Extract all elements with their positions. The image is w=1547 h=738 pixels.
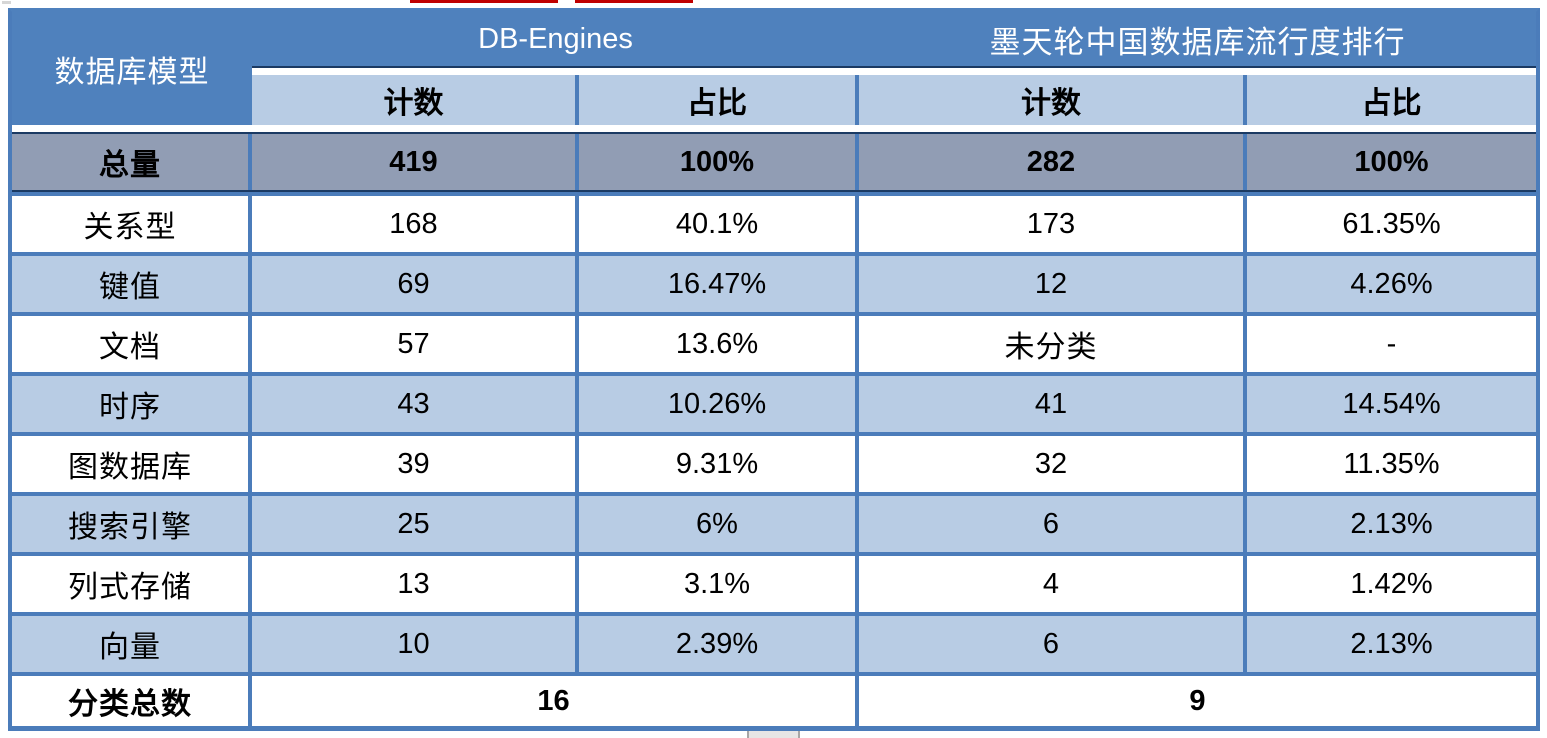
dbengines-category-total: 16 (252, 676, 859, 726)
table-row: 关系型 168 40.1% 173 61.35% (12, 192, 1536, 252)
cell-value: 14.54% (1342, 387, 1441, 420)
row-label: 关系型 (12, 196, 252, 252)
total-row: 总量 419 100% 282 100% (12, 132, 1536, 192)
header-share-dbengines: 占比 (579, 75, 859, 125)
cell-value: 43 (252, 376, 579, 432)
row-label: 分类总数 (12, 676, 252, 726)
cell-value: 2.13% (1350, 507, 1433, 540)
cell-value: 32 (859, 436, 1247, 492)
category-total-row: 分类总数 16 9 (12, 672, 1536, 726)
table-row: 文档 57 13.6% 未分类 - (12, 312, 1536, 372)
row-label: 列式存储 (12, 556, 252, 612)
row-label: 总量 (12, 134, 252, 190)
row-label: 搜索引擎 (12, 496, 252, 552)
table-row: 向量 10 2.39% 6 2.13% (12, 612, 1536, 672)
cell-value: 未分类 (859, 316, 1247, 372)
modb-category-total: 9 (1189, 684, 1206, 717)
cell-value: 2.39% (579, 616, 859, 672)
cell-value: - (1386, 327, 1397, 360)
cell-value: 4 (859, 556, 1247, 612)
cell-value: 168 (252, 196, 579, 252)
cell-value: 173 (859, 196, 1247, 252)
cell-value: 40.1% (579, 196, 859, 252)
row-label: 图数据库 (12, 436, 252, 492)
table-row: 列式存储 13 3.1% 4 1.42% (12, 552, 1536, 612)
row-label: 向量 (12, 616, 252, 672)
cell-value: 6 (859, 496, 1247, 552)
cell-value: 9.31% (579, 436, 859, 492)
cell-value: 10 (252, 616, 579, 672)
header-model-cell: 数据库模型 (12, 12, 252, 125)
cell-value: 10.26% (579, 376, 859, 432)
cell-value: 11.35% (1343, 447, 1440, 480)
cell-value: 4.26% (1350, 267, 1433, 300)
row-label: 时序 (12, 376, 252, 432)
cell-value: 419 (252, 134, 579, 190)
cell-value: 16.47% (579, 256, 859, 312)
red-line-artifact (410, 0, 558, 3)
cell-value: 2.13% (1350, 627, 1433, 660)
cell-value: 41 (859, 376, 1247, 432)
table-row: 搜索引擎 25 6% 6 2.13% (12, 492, 1536, 552)
header-share-modb: 占比 (1247, 75, 1536, 125)
cell-value: 13 (252, 556, 579, 612)
scrollbar-fragment (747, 731, 800, 738)
cell-value: 25 (252, 496, 579, 552)
cell-value: 100% (579, 134, 859, 190)
header-count-dbengines: 计数 (252, 75, 579, 125)
row-label: 文档 (12, 316, 252, 372)
corner-artifact (2, 1, 11, 4)
header-count-modb: 计数 (859, 75, 1247, 125)
header-body-gap (12, 125, 1536, 132)
cell-value: 57 (252, 316, 579, 372)
header-group-dbengines: DB-Engines (252, 12, 859, 68)
table-header: DB-Engines 墨天轮中国数据库流行度排行 计数 占比 计数 占比 数据库… (12, 12, 1536, 125)
cell-value: 6 (859, 616, 1247, 672)
cell-value: 39 (252, 436, 579, 492)
table-row: 键值 69 16.47% 12 4.26% (12, 252, 1536, 312)
header-group-modb: 墨天轮中国数据库流行度排行 (859, 12, 1536, 68)
cell-value: 282 (859, 134, 1247, 190)
cell-value: 61.35% (1342, 207, 1441, 240)
table-row: 图数据库 39 9.31% 32 11.35% (12, 432, 1536, 492)
db-comparison-table: DB-Engines 墨天轮中国数据库流行度排行 计数 占比 计数 占比 数据库… (8, 8, 1540, 731)
table-row: 时序 43 10.26% 41 14.54% (12, 372, 1536, 432)
red-line-artifact (575, 0, 693, 3)
cell-value: 13.6% (579, 316, 859, 372)
cell-value: 6% (579, 496, 859, 552)
cell-value: 1.42% (1350, 567, 1433, 600)
cell-value: 100% (1354, 145, 1429, 178)
cell-value: 69 (252, 256, 579, 312)
row-label: 键值 (12, 256, 252, 312)
cell-value: 3.1% (579, 556, 859, 612)
header-gap (252, 68, 1536, 75)
cell-value: 12 (859, 256, 1247, 312)
